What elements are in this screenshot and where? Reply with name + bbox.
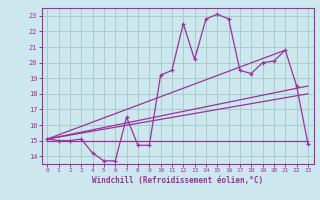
X-axis label: Windchill (Refroidissement éolien,°C): Windchill (Refroidissement éolien,°C): [92, 176, 263, 185]
